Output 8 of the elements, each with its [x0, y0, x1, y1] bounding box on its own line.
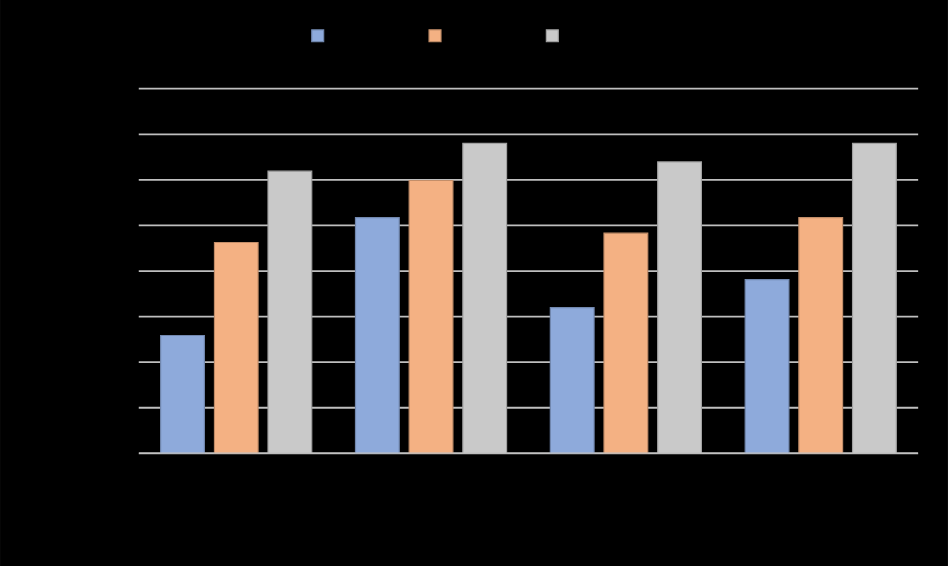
bar: [744, 278, 790, 454]
bar: [603, 232, 649, 454]
bar: [549, 306, 595, 454]
bar: [213, 241, 259, 454]
bar: [354, 216, 400, 454]
bar: [408, 179, 454, 454]
bar: [160, 334, 205, 454]
bar: [798, 216, 844, 454]
